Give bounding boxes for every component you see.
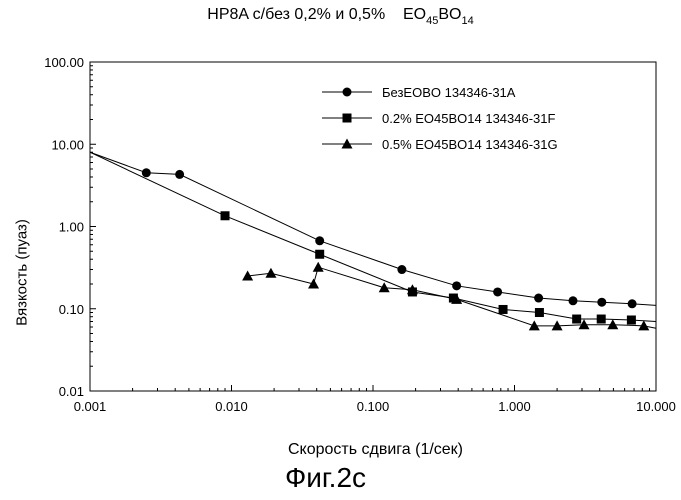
x-tick-label: 0.010 [215,399,248,414]
series-0-point [493,287,502,296]
x-tick-label: 0.100 [357,399,390,414]
series-0-point [315,236,324,245]
series-1-line [90,152,656,321]
legend-label-1: 0.2% EO45BO14 134346-31F [382,111,556,126]
series-1-point [499,305,508,314]
series-0-point [597,298,606,307]
series-0-line [90,152,656,305]
legend-marker-0 [343,88,352,97]
series-0-point [397,265,406,274]
plot-frame [90,62,656,391]
series-0-point [628,299,637,308]
series-1-point [572,315,581,324]
y-tick-label: 0.01 [59,384,84,399]
series-0-point [452,281,461,290]
x-tick-label: 1.000 [498,399,531,414]
legend-label-0: БезEOBO 134346-31A [382,85,516,100]
series-2-point [313,262,324,272]
series-0-point [534,294,543,303]
series-1-point [535,308,544,317]
legend: БезEOBO 134346-31A 0.2% EO45BO14 134346-3… [322,85,558,152]
series-2-point [265,268,276,278]
series-0-point [175,170,184,179]
x-axis-label: Скорость сдвига (1/сек) [0,441,681,459]
series-0-point [142,168,151,177]
y-axis-label: Вязкость (пуаз) [14,213,31,333]
y-tick-label: 0.10 [59,302,84,317]
y-tick-label: 100.00 [44,55,84,70]
y-tick-label: 10.00 [51,137,84,152]
series-0-point [568,296,577,305]
x-tick-label: 0.001 [74,399,107,414]
series-1-point [315,250,324,259]
series-1-point [627,315,636,324]
x-tick-label: 10.000 [636,399,676,414]
y-axis-label-box: Вязкость (пуаз) [2,220,24,330]
figure-label: Фиг.2с [0,462,651,494]
legend-label-2: 0.5% EO45BO14 134346-31G [382,137,558,152]
y-tick-label: 1.00 [59,220,84,235]
legend-marker-1 [343,114,352,123]
series-1-point [221,211,230,220]
series-1-point [597,315,606,324]
series-2-point [379,282,390,292]
